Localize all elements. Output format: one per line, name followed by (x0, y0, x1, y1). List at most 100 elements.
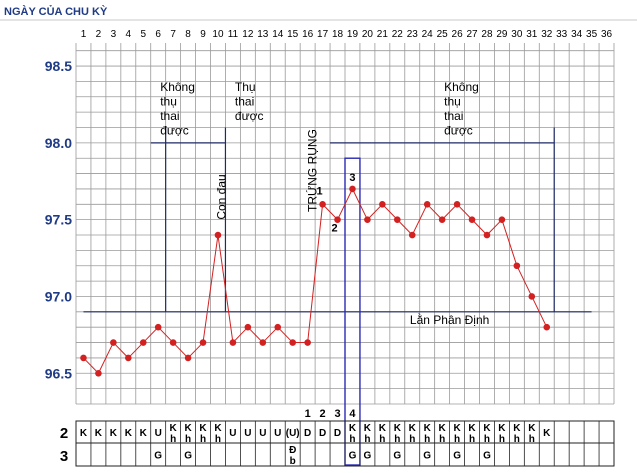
table-cell-row3: G (423, 451, 431, 462)
x-tick-label: 4 (126, 29, 132, 40)
x-tick-label: 13 (257, 29, 269, 40)
temperature-point (229, 339, 237, 346)
table-cell-row2: h (484, 434, 490, 445)
table-cell-row2: K (170, 423, 178, 434)
temperature-point (199, 339, 207, 346)
temperature-point (244, 323, 252, 331)
table-cell-row3: G (364, 451, 372, 462)
table-cell-row2: K (424, 423, 432, 434)
table-cell-row3: G (154, 451, 162, 462)
temperature-point (423, 200, 431, 208)
x-tick-label: 9 (200, 29, 206, 40)
x-tick-label: 19 (347, 29, 359, 40)
table-cell-row2: K (483, 423, 491, 434)
table-cell-row2: U (259, 428, 266, 439)
x-tick-label: 10 (212, 29, 224, 40)
temperature-point (259, 339, 267, 346)
temperature-point (483, 231, 491, 239)
point-label: 1 (317, 185, 323, 197)
x-tick-label: 12 (242, 29, 254, 40)
x-tick-label: 29 (496, 29, 508, 40)
table-cell-row2: h (364, 434, 370, 445)
table-cell-row2: K (409, 423, 417, 434)
x-tick-label: 31 (526, 29, 538, 40)
table-cell-row2: K (498, 423, 506, 434)
temperature-point (513, 262, 521, 270)
temperature-point (349, 185, 356, 193)
table-cell-row2: h (514, 434, 520, 445)
x-tick-label: 21 (377, 29, 389, 40)
x-tick-label: 22 (392, 29, 404, 40)
table-row-label: 2 (60, 425, 68, 442)
temperature-point (453, 200, 461, 208)
table-cell-row2: U (155, 428, 162, 439)
temperature-point (214, 231, 222, 239)
x-tick-label: 5 (140, 29, 146, 40)
peak-day-highlight (344, 157, 361, 466)
table-cell-row2: K (543, 428, 551, 439)
temperature-line (83, 187, 548, 375)
table-cell-row2: K (528, 423, 536, 434)
table-cell-row2: D (334, 428, 341, 439)
peak-count-label: 3 (334, 408, 340, 420)
table-cell-row3: b (290, 456, 296, 467)
x-tick-label: 17 (317, 29, 329, 40)
table-cell-row2: K (453, 423, 461, 434)
temperature-point (438, 216, 446, 223)
table-cell-row2: h (215, 434, 221, 445)
coverline-label: Lằn Phân Định (410, 312, 489, 327)
table-cell-row2: h (394, 434, 400, 445)
y-tick-label: 98.0 (45, 135, 72, 151)
x-tick-label: 11 (228, 29, 239, 40)
x-tick-label: 23 (407, 29, 419, 40)
temperature-point (184, 354, 192, 362)
x-tick-label: 25 (437, 29, 449, 40)
temperature-point (139, 339, 147, 346)
table-cell-row2: K (364, 423, 372, 434)
x-tick-label: 27 (466, 29, 478, 40)
table-cell-row3: G (483, 451, 491, 462)
y-tick-label: 97.0 (45, 288, 72, 304)
table-cell-row2: K (184, 423, 192, 434)
y-tick-label: 96.5 (45, 365, 72, 381)
table-cell-row2: h (529, 434, 535, 445)
vertical-label: Con đau (214, 174, 228, 219)
peak-count-label: 4 (349, 408, 356, 420)
table-cell-row2: K (349, 423, 357, 434)
table-cell-row2: h (185, 434, 191, 445)
y-axis-ticks: 98.5 98.0 97.5 97.0 96.5 (45, 58, 72, 381)
table-cell-row2: D (304, 428, 311, 439)
x-tick-label: 36 (601, 29, 613, 40)
table-cell-row2: h (469, 434, 475, 445)
temperature-point (304, 339, 311, 346)
x-tick-label: 3 (111, 29, 117, 40)
x-tick-label: 26 (452, 29, 464, 40)
temperature-point (154, 323, 162, 331)
table-cell-row2: h (200, 434, 206, 445)
x-tick-label: 8 (185, 29, 191, 40)
temperature-point (319, 200, 326, 208)
table-cell-row2: K (439, 423, 447, 434)
phase-annotation-line: Không (444, 80, 479, 94)
temperature-point (468, 216, 476, 223)
x-tick-label: 18 (332, 29, 344, 40)
table-cell-row2: K (379, 423, 387, 434)
table-cell-row2: K (80, 428, 88, 439)
table-cell-row2: K (394, 423, 402, 434)
temperature-series: 1 2 3 (80, 172, 551, 377)
phase-annotation-line: được (160, 124, 189, 138)
table-cell-row2: K (140, 428, 148, 439)
table-cell-row3: G (184, 451, 192, 462)
temperature-point (289, 339, 296, 346)
temperature-point (394, 216, 401, 223)
temperature-point (274, 323, 282, 331)
x-tick-label: 7 (170, 29, 176, 40)
temperature-point (408, 231, 416, 239)
phase-annotation-line: thụ (160, 95, 177, 109)
temperature-point (80, 354, 87, 362)
